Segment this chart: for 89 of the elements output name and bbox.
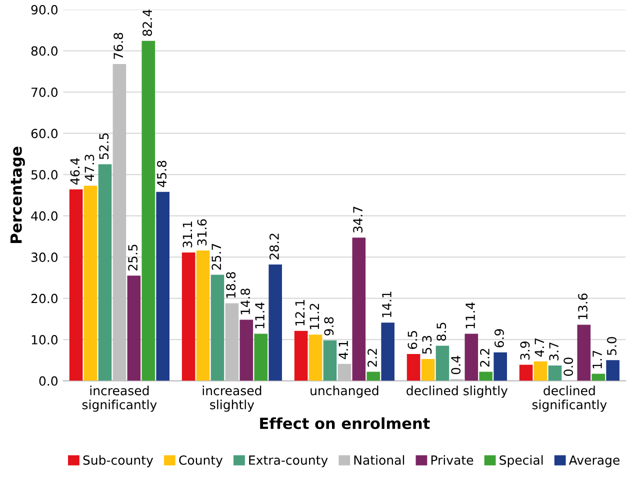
data-label: 5.0	[606, 336, 616, 356]
data-label: 47.3	[84, 154, 94, 181]
bar	[352, 238, 366, 381]
legend-label: Average	[568, 456, 620, 468]
y-axis-title: Percentage	[10, 146, 25, 243]
data-label: 0.0	[564, 358, 574, 376]
x-tick-label: unchanged	[310, 386, 378, 398]
data-label: 11.4	[466, 302, 475, 328]
data-label: 11.2	[310, 304, 319, 330]
data-label: 76.8	[114, 32, 124, 59]
bar	[69, 189, 83, 381]
x-tick-label: declined significantly	[532, 386, 607, 412]
bar	[577, 324, 591, 381]
y-tick-label: 50.0	[31, 170, 58, 180]
data-label: 5.3	[422, 336, 432, 354]
y-tick-label: 10.0	[32, 335, 58, 344]
bar	[323, 340, 337, 381]
x-tick-label: declined slightly	[406, 386, 508, 398]
legend-label: Sub-county	[83, 455, 154, 468]
bar	[534, 361, 548, 381]
data-label: 3.7	[549, 342, 559, 360]
data-label: 25.7	[212, 244, 222, 270]
bar	[406, 354, 420, 381]
data-label: 12.1	[295, 300, 304, 326]
data-label: 2.2	[368, 348, 377, 367]
data-label: 8.5	[436, 322, 446, 341]
y-tick-label: 0.0	[39, 376, 58, 386]
data-label: 45.8	[157, 160, 166, 188]
data-label: 46.4	[70, 158, 80, 185]
bar	[381, 322, 394, 381]
data-label: 14.8	[240, 288, 250, 314]
legend-label: Special	[500, 455, 543, 468]
bar	[142, 40, 156, 381]
bar	[127, 276, 141, 381]
y-tick-label: 70.0	[32, 88, 58, 97]
data-label: 9.8	[324, 317, 334, 336]
x-tick-label: increased slightly	[202, 386, 262, 412]
bar	[254, 334, 268, 381]
data-label: 3.9	[520, 342, 530, 360]
legend-label: Private	[431, 455, 474, 465]
x-axis-title: Effect on enrolment	[260, 417, 430, 430]
data-label: 11.4	[255, 302, 264, 328]
bar	[519, 364, 533, 381]
data-label: 82.4	[142, 10, 152, 36]
data-label: 6.5	[408, 331, 418, 349]
legend-label: National	[354, 455, 404, 465]
y-tick-label: 80.0	[31, 46, 58, 56]
data-label: 31.6	[197, 219, 207, 246]
bar	[156, 192, 170, 381]
y-tick-label: 60.0	[31, 128, 58, 138]
bar	[182, 252, 196, 381]
bar	[366, 372, 380, 381]
data-label: 0.4	[451, 356, 461, 374]
data-label: 18.8	[226, 272, 236, 298]
y-tick-label: 20.0	[31, 294, 58, 304]
data-label: 31.1	[182, 222, 192, 248]
bar	[294, 330, 308, 381]
data-label: 13.6	[578, 293, 588, 320]
data-label: 4.1	[338, 341, 348, 360]
data-label: 28.2	[270, 234, 279, 260]
bar	[210, 274, 224, 381]
y-tick-label: 90.0	[31, 5, 58, 15]
data-label: 2.2	[480, 348, 490, 367]
data-label: 25.5	[128, 244, 138, 271]
bar	[268, 264, 282, 381]
bar	[548, 366, 562, 381]
legend-label: Extra-county	[249, 456, 328, 468]
bar	[98, 164, 112, 381]
bar	[240, 320, 254, 381]
bar	[436, 346, 450, 381]
data-label: 6.9	[494, 329, 504, 348]
bar	[196, 250, 210, 381]
data-label: 52.5	[99, 133, 109, 160]
legend-label: County	[179, 455, 223, 468]
bar	[606, 360, 620, 381]
bar	[84, 186, 98, 381]
bar	[308, 334, 322, 381]
bar	[592, 374, 606, 381]
bar	[494, 352, 507, 381]
data-label: 14.1	[382, 292, 392, 318]
x-tick-label: increased significantly	[82, 386, 157, 412]
bar	[421, 358, 435, 381]
y-tick-label: 30.0	[31, 252, 58, 262]
data-label: 4.7	[534, 338, 544, 357]
bar	[479, 372, 493, 381]
y-tick-label: 40.0	[31, 211, 58, 221]
data-label: 34.7	[353, 206, 363, 233]
bar	[464, 334, 478, 381]
data-label: 1.7	[592, 350, 602, 368]
